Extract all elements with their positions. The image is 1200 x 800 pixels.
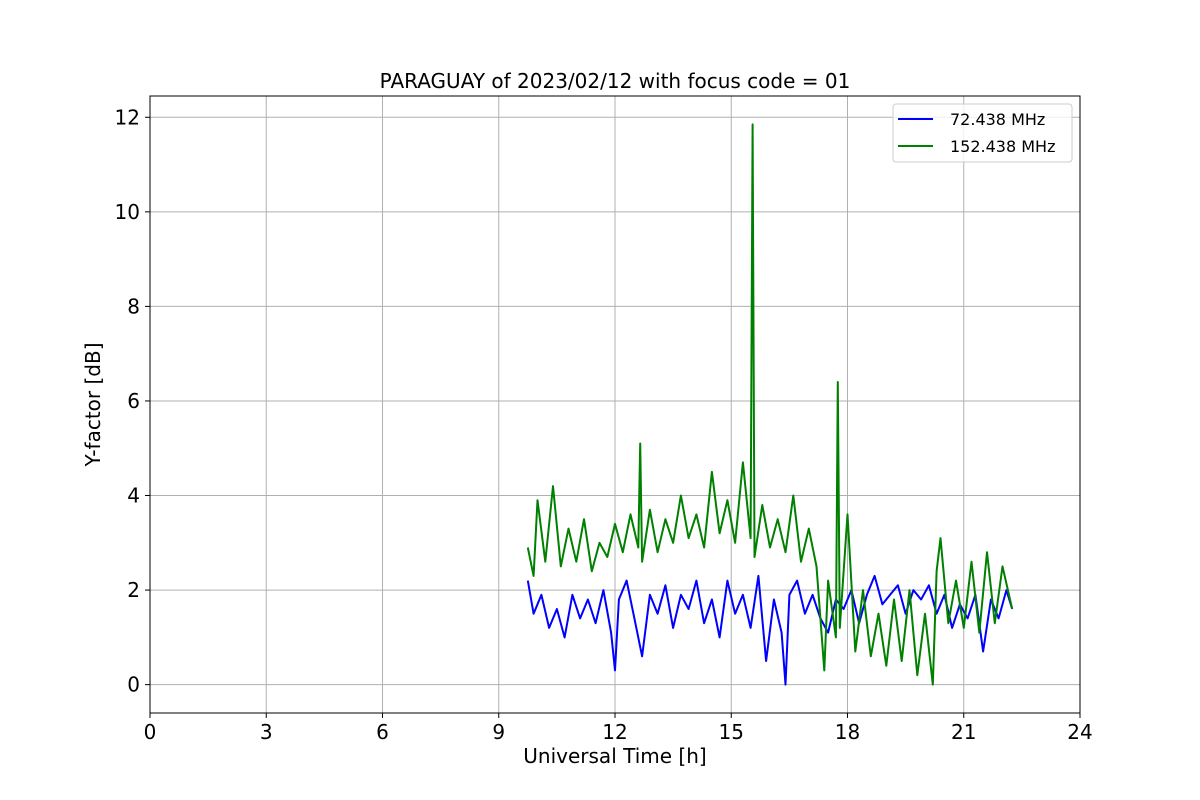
legend-label-1: 72.438 MHz — [950, 110, 1045, 129]
legend-box — [892, 103, 1073, 163]
legend: 72.438 MHz 152.438 MHz — [892, 103, 1073, 163]
y-tick-label: 0 — [127, 673, 140, 697]
series-layer — [526, 123, 1014, 686]
x-axis-label: Universal Time [h] — [523, 744, 706, 768]
x-tick-label: 24 — [1067, 720, 1092, 744]
y-tick-label: 8 — [127, 294, 140, 318]
legend-label-2: 152.438 MHz — [950, 137, 1055, 156]
y-tick-label: 10 — [115, 200, 140, 224]
x-tick-label: 21 — [951, 720, 976, 744]
x-tick-label: 9 — [492, 720, 505, 744]
y-axis-label: Y-factor [dB] — [81, 342, 105, 467]
y-tick-label: 2 — [127, 578, 140, 602]
y-tick-label: 12 — [115, 105, 140, 129]
series-line-1 — [526, 574, 1014, 686]
x-tick-label: 0 — [144, 720, 157, 744]
y-tick-label: 4 — [127, 484, 140, 508]
series-line-2 — [526, 123, 1014, 686]
chart-title: PARAGUAY of 2023/02/12 with focus code =… — [380, 69, 851, 93]
y-tick-label: 6 — [127, 389, 140, 413]
x-tick-label: 15 — [719, 720, 744, 744]
x-tick-label: 18 — [835, 720, 860, 744]
x-tick-label: 3 — [260, 720, 273, 744]
x-tick-label: 6 — [376, 720, 389, 744]
x-tick-label: 12 — [602, 720, 627, 744]
